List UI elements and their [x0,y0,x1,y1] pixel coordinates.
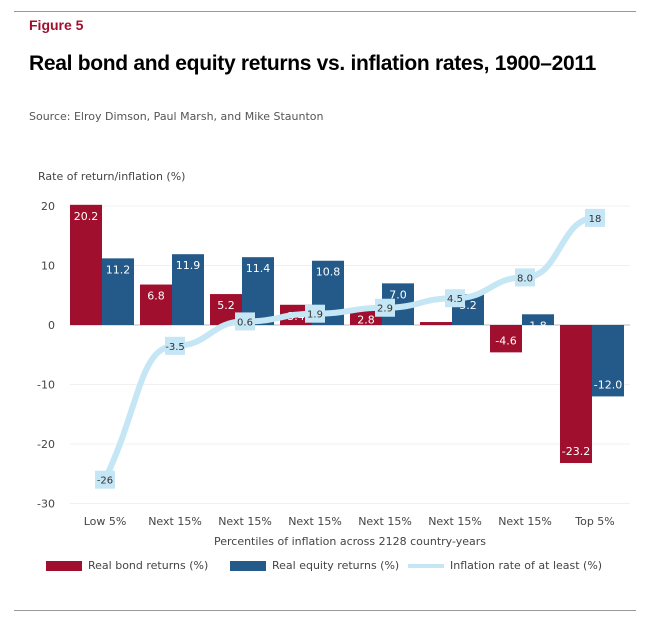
legend-swatch-equity [230,560,266,571]
y-tick-label: -30 [37,498,55,511]
bottom-rule [14,610,636,611]
x-tick-label: Low 5% [84,515,127,528]
y-tick-label: 20 [41,200,55,213]
x-tick-label: Next 15% [358,515,412,528]
inflation-marker [585,208,605,227]
data-label: -12.0 [594,378,622,391]
bond-bar [420,322,452,325]
legend-swatch-bond [46,560,82,571]
data-label: 1.8 [529,319,547,332]
inflation-marker [235,312,255,331]
data-label: 18 [589,214,602,225]
legend-bond: Real bond returns (%) [46,559,208,572]
data-label: 2.9 [377,304,393,315]
x-tick-label: Next 15% [498,515,552,528]
data-label: 2.8 [357,313,375,326]
top-rule [14,11,636,12]
figure-label: Figure 5 [29,17,84,33]
x-tick-label: Top 5% [574,515,615,528]
y-tick-label: -10 [37,379,55,392]
x-tick-label: Next 15% [288,515,342,528]
y-axis-label: Rate of return/inflation (%) [38,170,186,183]
data-label: -26 [97,476,113,487]
x-axis-label: Percentiles of inflation across 2128 cou… [214,535,486,548]
x-tick-label: Next 15% [428,515,482,528]
legend-label: Real equity returns (%) [272,559,400,572]
x-tick-label: Next 15% [218,515,272,528]
y-tick-label: 0 [48,319,55,332]
data-label: 11.9 [176,259,201,272]
chart-title: Real bond and equity returns vs. inflati… [29,52,597,75]
data-label: 5.2 [217,299,235,312]
inflation-marker [515,268,535,287]
equity-bar [102,258,134,325]
inflation-marker [95,470,115,489]
data-label: 4.5 [447,294,463,305]
bond-bar [140,284,172,325]
inflation-marker [165,336,185,355]
data-label: 0.6 [237,317,253,328]
legend-label: Real bond returns (%) [88,559,209,572]
data-label: 1.9 [307,310,323,321]
data-label: 11.4 [246,262,271,275]
source-note: Source: Elroy Dimson, Paul Marsh, and Mi… [29,110,324,123]
data-label: 6.8 [147,290,165,303]
bond-bar [70,204,102,325]
bond-bar [560,325,592,464]
legend-inflation: Inflation rate of at least (%) [408,559,602,572]
data-label: -3.5 [165,342,185,353]
x-tick-label: Next 15% [148,515,202,528]
inflation-marker [445,289,465,308]
legend-swatch-inflation [408,563,444,568]
data-label: -23.2 [562,445,590,458]
data-label: 8.0 [517,273,533,284]
bond-bar [490,325,522,353]
data-label: 7.0 [389,288,407,301]
equity-bar [522,314,554,325]
data-label: 11.2 [106,263,131,276]
legend-label: Inflation rate of at least (%) [450,559,603,572]
y-tick-label: 10 [41,260,55,273]
equity-bar [592,325,624,397]
legend-equity: Real equity returns (%) [230,559,399,572]
equity-bar [172,254,204,325]
data-label: 10.8 [316,266,341,279]
inflation-marker [305,304,325,323]
inflation-marker [375,298,395,317]
y-tick-label: -20 [37,438,55,451]
data-label: 20.2 [74,210,99,223]
data-label: -4.6 [495,334,516,347]
